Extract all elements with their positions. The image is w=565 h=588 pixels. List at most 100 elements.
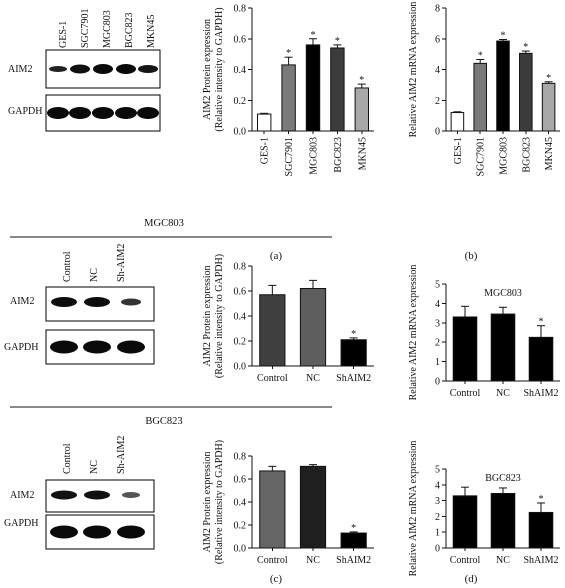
y-axis-title: Relative AIM2 mRNA expression (408, 2, 419, 138)
x-tick-label: ShAIM2 (523, 555, 558, 566)
y-tick-label: 0.6 (234, 34, 247, 45)
y-tick-label: 0.8 (234, 4, 247, 15)
blot-lane-label: BGC823 (124, 12, 135, 48)
x-tick-label: GES-1 (453, 137, 464, 164)
y-tick-label: 6 (435, 34, 440, 45)
bar-chart-a-protein: 0.0 0.2 0.4 0.6 0.8 AIM2 Protein expression (R… (202, 4, 374, 176)
blot-band (117, 340, 145, 354)
blot-band (47, 107, 69, 119)
chart-title: MGC803 (484, 288, 522, 299)
blot-band (51, 297, 77, 307)
x-tick-label: NC (306, 555, 320, 566)
bar (528, 511, 554, 549)
y-axis-title: AIM2 Protein expression (202, 451, 213, 552)
bar (259, 294, 286, 367)
bar (450, 112, 465, 132)
y-tick-label: 3 (435, 318, 440, 329)
blot-lane-label: Sh-AIM2 (116, 244, 127, 282)
y-tick-label: 0.4 (234, 312, 247, 323)
x-tick-label: MKN45 (544, 137, 555, 170)
panel-label-d: (d) (465, 573, 478, 585)
x-tick-label: GES-1 (260, 137, 271, 164)
x-tick-label: MGC803 (309, 137, 320, 175)
significance-marker: * (539, 494, 544, 505)
blot-band (137, 107, 159, 119)
bar-chart-d-bgc823-mrna: 0 1 2 3 4 5 Relative AIM2 mRNA expression BGC82… (408, 441, 560, 577)
blot-band (117, 525, 145, 539)
y-tick-label: 2 (435, 338, 440, 349)
y-tick-label: 3 (435, 496, 440, 507)
bar (256, 113, 272, 132)
blot-band (69, 107, 91, 119)
x-tick-label: MGC803 (499, 137, 510, 175)
y-axis-title: Relative AIM2 mRNA expression (408, 265, 419, 401)
significance-marker: * (359, 75, 364, 86)
y-axis-title: Relative AIM2 mRNA expression (408, 441, 419, 577)
blot-band (138, 65, 158, 73)
x-tick-label: MKN45 (357, 137, 368, 170)
blot-lane-label: MKN45 (146, 15, 157, 48)
bar-chart-b-mrna: 0 2 4 6 8 Relative AIM2 mRNA expression GES-1 *… (408, 2, 560, 176)
bar-chart-c-bgc823-protein: 0.0 0.2 0.4 0.6 0.8 AIM2 Protein expression (R… (202, 440, 374, 566)
y-tick-label: 0.2 (234, 337, 247, 348)
blot-band (70, 64, 90, 74)
bar (541, 82, 556, 132)
y-tick-label: 4 (435, 480, 440, 491)
y-axis-title: (Relative intensity to GAPDH) (214, 7, 225, 131)
blot-row-label: AIM2 (8, 64, 32, 75)
blot-lane-label: Control (62, 251, 73, 282)
y-tick-label: 8 (435, 4, 440, 15)
blot-lane-label: MGC803 (102, 10, 113, 48)
y-axis-title: (Relative intensity to GAPDH) (214, 254, 225, 378)
bar (490, 313, 516, 382)
bar (519, 52, 533, 132)
x-tick-label: ShAIM2 (336, 555, 371, 566)
blot-c-top-header: MGC803 (144, 218, 184, 229)
y-axis-title: AIM2 Protein expression (202, 265, 213, 366)
x-tick-label: ShAIM2 (523, 388, 558, 399)
bar-chart-d-mgc803-mrna: 0 1 2 3 4 5 Relative AIM2 mRNA expression MGC80… (408, 265, 560, 401)
bar (299, 288, 327, 367)
bar (496, 40, 510, 132)
bar (528, 336, 554, 382)
blot-lane-label: GES-1 (58, 21, 69, 48)
western-blot-a: GES-1 SGC7901 MGC803 BGC823 MKN45 AIM2 G… (8, 9, 161, 132)
bar (340, 532, 367, 549)
x-tick-label: Control (257, 555, 288, 566)
western-blot-c-bottom: Control NC Sh-AIM2 AIM2 GAPDH (4, 436, 155, 550)
x-tick-label: Control (450, 388, 481, 399)
blot-lane-label: NC (89, 268, 100, 282)
y-tick-label: 0.2 (234, 96, 247, 107)
x-tick-label: Control (257, 373, 288, 384)
blot-row-label: GAPDH (4, 518, 38, 529)
bar-chart-c-mgc803-protein: 0.0 0.2 0.4 0.6 0.8 AIM2 Protein expression (R… (202, 254, 374, 384)
blot-row-label: AIM2 (10, 296, 34, 307)
y-tick-label: 0.8 (234, 452, 247, 463)
bar (259, 470, 286, 549)
y-tick-label: 0.4 (234, 498, 247, 509)
x-tick-label: ShAIM2 (336, 373, 371, 384)
y-tick-label: 0 (435, 127, 440, 138)
y-tick-label: 0.4 (234, 65, 247, 76)
bar (354, 87, 370, 132)
significance-marker: * (311, 30, 316, 41)
y-tick-label: 0.6 (234, 287, 247, 298)
bar (330, 47, 345, 132)
bar (281, 64, 296, 132)
y-tick-label: 5 (435, 465, 440, 476)
x-tick-label: BGC823 (521, 137, 532, 173)
blot-band (84, 490, 110, 500)
bar (473, 62, 487, 132)
panel-label-b: (b) (465, 250, 478, 262)
blot-band (83, 525, 111, 539)
blot-row-label: AIM2 (10, 490, 34, 501)
blot-band (51, 490, 77, 500)
blot-band (115, 107, 137, 119)
significance-marker: * (286, 48, 291, 59)
chart-title: BGC823 (485, 473, 521, 484)
blot-c-bottom-header: BGC823 (145, 416, 182, 427)
blot-row-label: GAPDH (4, 342, 38, 353)
significance-marker: * (478, 51, 483, 62)
blot-lane-label: Control (62, 443, 73, 474)
